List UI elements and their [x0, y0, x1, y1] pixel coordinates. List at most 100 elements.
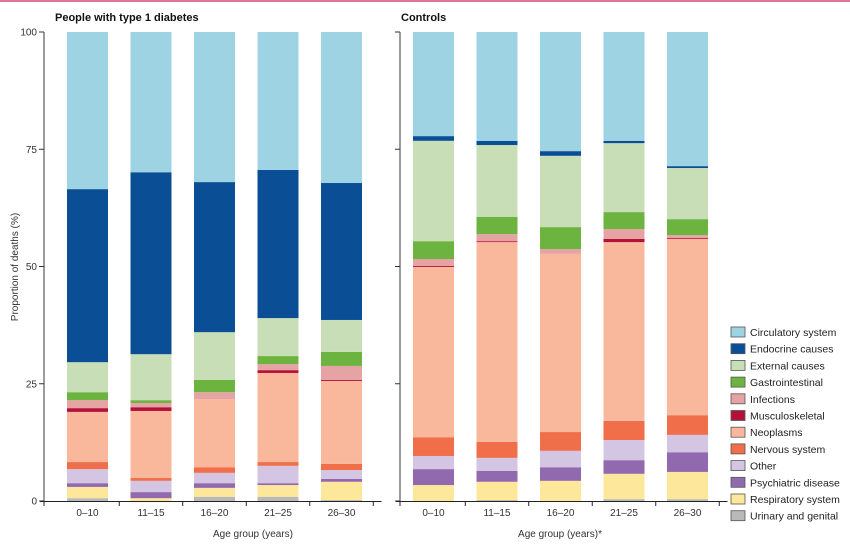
legend-label: Respiratory system [750, 494, 840, 506]
bar-segment [413, 266, 454, 438]
y-tick-label: 75 [26, 145, 38, 156]
bar-segment [667, 434, 708, 453]
bar-segment [67, 362, 108, 393]
panel-title: People with type 1 diabetes [55, 12, 199, 24]
legend-label: Nervous system [750, 444, 826, 456]
legend-label: Infections [750, 394, 795, 406]
bar-segment [476, 457, 518, 471]
x-tick-label: 16–20 [547, 508, 575, 519]
bar-segment [194, 496, 235, 501]
bar-segment [540, 253, 581, 433]
bar-segment [476, 481, 518, 501]
y-tick-label: 50 [26, 262, 38, 273]
bar-segment [130, 492, 172, 499]
legend-swatch [730, 393, 746, 405]
bar-segment [413, 258, 454, 267]
bar-segment [257, 32, 299, 170]
bar-segment [667, 168, 708, 220]
bar-segment [540, 249, 581, 254]
y-tick-label: 0 [31, 497, 37, 508]
x-tick-label: 0–10 [76, 508, 99, 519]
legend-label: Musculoskeletal [750, 411, 825, 423]
bar-segment [540, 151, 581, 156]
bar-segment [194, 332, 235, 380]
bar-segment [413, 136, 454, 141]
bar-segment [540, 450, 581, 468]
x-tick-label: 26–30 [328, 508, 356, 519]
bar-segment [194, 182, 235, 333]
bar-segment [540, 432, 581, 451]
legend-label: Gastrointestinal [750, 377, 823, 389]
bar-segment [413, 469, 454, 486]
bar-segment [257, 364, 299, 371]
bar-segment [603, 473, 645, 500]
bar-segment [130, 480, 172, 493]
bar-segment [67, 400, 108, 409]
bar-segment [194, 399, 235, 468]
bar-segment [257, 372, 299, 463]
legend-swatch [730, 426, 746, 438]
bar-segment [130, 32, 172, 173]
bar-segment [257, 169, 299, 319]
bar-segment [67, 32, 108, 190]
bar-segment [603, 440, 645, 461]
bar-segment [603, 242, 645, 421]
x-tick-label: 0–10 [422, 508, 445, 519]
bar-segment [540, 480, 581, 501]
bar-segment [194, 392, 235, 400]
x-tick-label: 11–15 [483, 508, 511, 519]
bar-segment [130, 354, 172, 401]
bar-segment [194, 487, 235, 497]
bar-segment [321, 32, 362, 184]
bar-segment [667, 471, 708, 500]
bar-segment [476, 242, 518, 442]
bar-segment [67, 486, 108, 499]
bar-segment [603, 212, 645, 229]
bar-segment [257, 370, 299, 373]
bar-segment [67, 411, 108, 463]
legend: Circulatory system Endocrine causes Extern… [730, 326, 840, 523]
bar-segment [667, 235, 708, 238]
bar-segment [321, 183, 362, 320]
bar-segment [321, 481, 362, 501]
bar-segment [194, 32, 235, 183]
legend-swatch [730, 443, 746, 455]
bar-segment [257, 496, 299, 501]
header-accent-bar [0, 0, 850, 2]
legend-swatch [730, 476, 746, 488]
panel-title: Controls [401, 12, 446, 24]
bar-segment [476, 241, 518, 243]
bar-segment [603, 499, 645, 501]
legend-label: Other [750, 461, 777, 473]
x-axis-label: Age group (years) [213, 529, 293, 540]
bar-segment [667, 237, 708, 239]
bar-segment [476, 32, 518, 141]
bar-segment [321, 470, 362, 479]
bar-segment [413, 455, 454, 470]
legend-label: External causes [750, 360, 825, 372]
bar-segment [603, 143, 645, 213]
y-tick-label: 25 [26, 379, 38, 390]
bar-segment [194, 379, 235, 393]
legend-swatch [730, 493, 746, 505]
bar-segment [476, 470, 518, 482]
bar-segment [67, 408, 108, 412]
legend-label: Circulatory system [750, 327, 837, 339]
bar-segment [540, 155, 581, 228]
bar-segment [257, 462, 299, 466]
bar-segment [667, 238, 708, 416]
bar-segment [413, 241, 454, 259]
x-axis-label: Age group (years)* [518, 529, 602, 540]
bar-segment [667, 166, 708, 169]
legend-swatch [730, 460, 746, 472]
bar-segment [194, 472, 235, 484]
bar-segment [667, 499, 708, 501]
bar-segment [603, 228, 645, 239]
x-tick-label: 11–15 [137, 508, 165, 519]
bar-segment [476, 140, 518, 146]
panel-diabetes: People with type 1 diabetes Age group (y… [10, 12, 382, 540]
bar-segment [321, 319, 362, 352]
bar-segment [194, 483, 235, 488]
x-tick-label: 21–25 [264, 508, 292, 519]
